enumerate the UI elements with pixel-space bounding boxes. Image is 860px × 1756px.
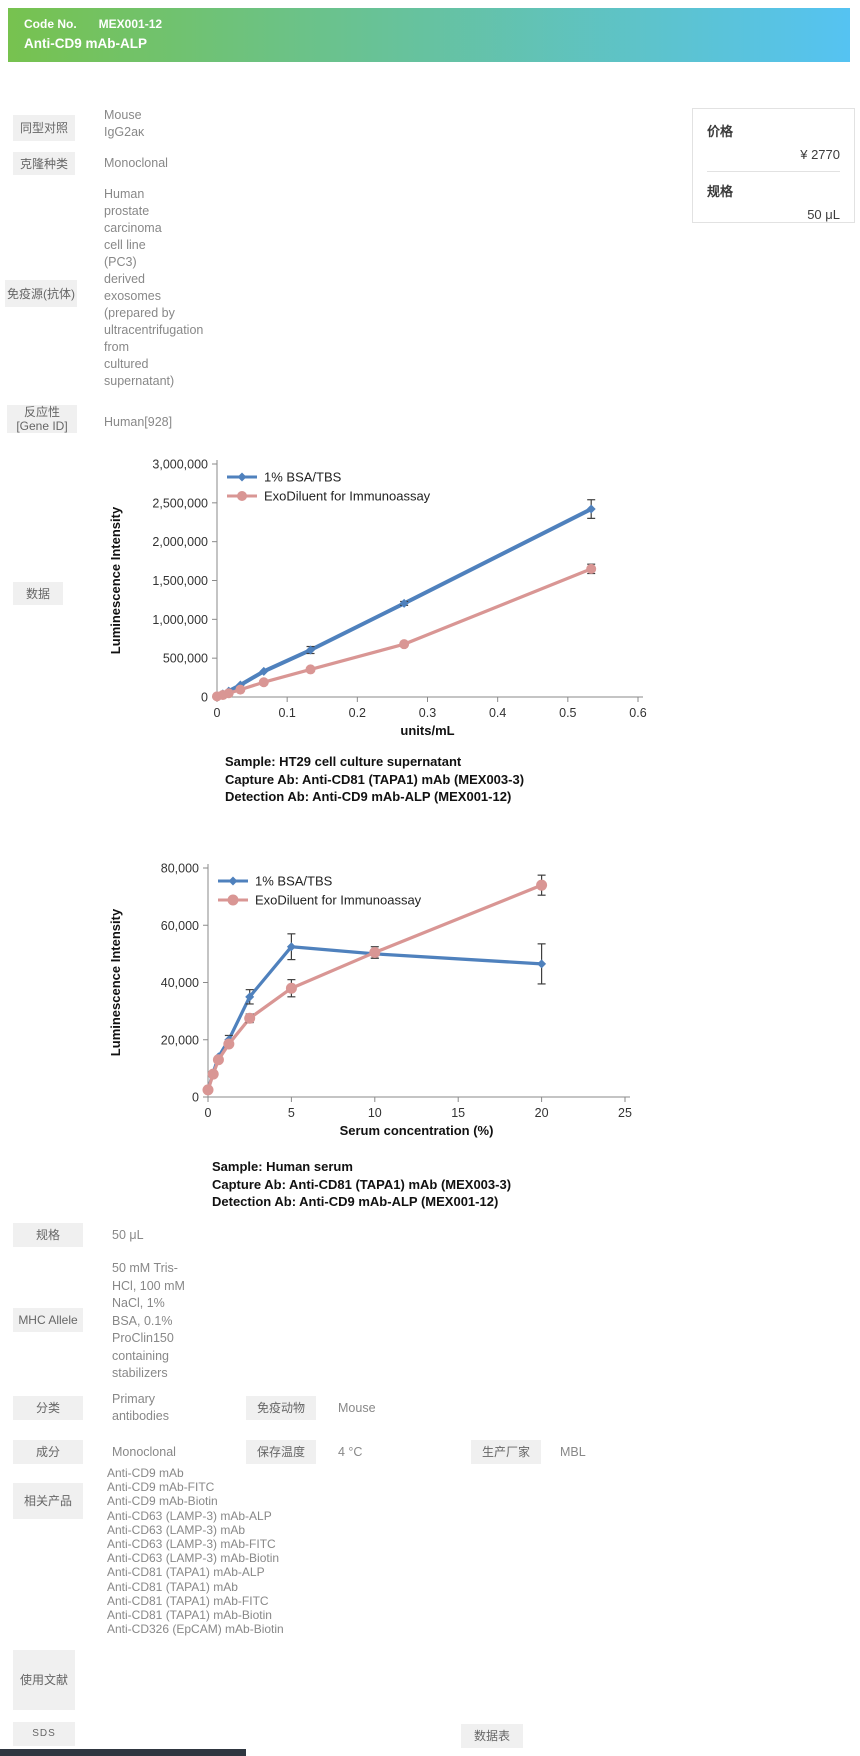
svg-text:1% BSA/TBS: 1% BSA/TBS xyxy=(264,470,342,485)
field-label-size: 规格 xyxy=(13,1223,83,1247)
related-product-link[interactable]: Anti-CD63 (LAMP-3) mAb xyxy=(107,1522,246,1537)
svg-text:10: 10 xyxy=(368,1106,382,1120)
field-value-reactivity: Human[928] xyxy=(104,415,173,429)
chart1-caption: Sample: HT29 cell culture supernatant Ca… xyxy=(225,753,524,806)
field-label-clonality: 克隆种类 xyxy=(13,152,75,175)
svg-text:0: 0 xyxy=(214,706,221,720)
field-value-manufacturer: MBL xyxy=(560,1445,586,1459)
field-value-size: 50 μL xyxy=(112,1228,144,1242)
field-label-host: 免疫动物 xyxy=(246,1396,316,1420)
size-value: 50 μL xyxy=(807,207,840,222)
field-label-related-products: 相关产品 xyxy=(13,1483,83,1519)
product-name: Anti-CD9 mAb-ALP xyxy=(24,36,147,51)
field-value-mhc-allele: 50 mM Tris- HCl, 100 mM NaCl, 1% BSA, 0.… xyxy=(112,1261,185,1380)
serum-concentration-chart: 0 20,000 40,000 60,000 80,000 0 5 10 15 20 25 Serum… xyxy=(108,862,632,1139)
field-label-storage: 保存温度 xyxy=(246,1440,316,1464)
field-label-immunogen: 免疫源(抗体) xyxy=(5,280,77,307)
related-product-link[interactable]: Anti-CD9 mAb-Biotin xyxy=(107,1494,218,1509)
svg-text:1% BSA/TBS: 1% BSA/TBS xyxy=(255,874,333,889)
svg-text:25: 25 xyxy=(618,1106,632,1120)
price-box-divider xyxy=(707,171,840,172)
svg-text:0: 0 xyxy=(205,1106,212,1120)
svg-text:0: 0 xyxy=(192,1091,199,1105)
related-product-link[interactable]: Anti-CD63 (LAMP-3) mAb-FITC xyxy=(107,1537,276,1552)
svg-text:0.1: 0.1 xyxy=(278,706,295,720)
svg-text:5: 5 xyxy=(288,1106,295,1120)
svg-text:ExoDiluent for Immunoassay: ExoDiluent for Immunoassay xyxy=(264,489,431,504)
svg-text:20,000: 20,000 xyxy=(161,1033,199,1047)
related-product-link[interactable]: Anti-CD63 (LAMP-3) mAb-ALP xyxy=(107,1508,272,1523)
svg-text:40,000: 40,000 xyxy=(161,976,199,990)
price-label: 价格 xyxy=(707,124,734,139)
field-value-storage: 4 °C xyxy=(338,1445,363,1459)
svg-text:units/mL: units/mL xyxy=(400,723,454,738)
field-value-category: Primary antibodies xyxy=(112,1392,169,1423)
svg-text:500,000: 500,000 xyxy=(163,652,208,666)
field-label-component: 成分 xyxy=(13,1440,83,1464)
related-products-list: Anti-CD9 mAb Anti-CD9 mAb-FITC Anti-CD9 … xyxy=(107,1466,427,1636)
chart1-caption-line2: Capture Ab: Anti-CD81 (TAPA1) mAb (MEX00… xyxy=(225,771,525,787)
chart2-caption-line1: Sample: Human serum xyxy=(212,1159,353,1174)
field-value-host: Mouse xyxy=(338,1401,376,1415)
svg-text:1,000,000: 1,000,000 xyxy=(152,613,208,627)
field-label-manufacturer: 生产厂家 xyxy=(471,1440,541,1464)
related-product-link[interactable]: Anti-CD63 (LAMP-3) mAb-Biotin xyxy=(107,1551,280,1566)
chart2-caption-line3: Detection Ab: Anti-CD9 mAb-ALP (MEX001-1… xyxy=(212,1194,499,1209)
chart2-caption-line2: Capture Ab: Anti-CD81 (TAPA1) mAb (MEX00… xyxy=(212,1176,512,1192)
field-value-isotype: Mouse IgG2aκ xyxy=(104,108,145,139)
svg-text:ExoDiluent for Immunoassay: ExoDiluent for Immunoassay xyxy=(255,893,422,908)
field-label-data: 数据 xyxy=(13,582,63,605)
field-label-isotype: 同型对照 xyxy=(13,115,75,141)
svg-text:20: 20 xyxy=(535,1106,549,1120)
svg-text:1,500,000: 1,500,000 xyxy=(152,574,208,588)
field-value-immunogen: Human prostate carcinoma cell line (PC3)… xyxy=(104,187,204,388)
titration-chart: 0 500,000 1,000,000 1,500,000 2,000,000 2,500… xyxy=(108,458,647,739)
price-box: 价格 ¥ 2770 规格 50 μL xyxy=(692,108,855,223)
svg-text:0: 0 xyxy=(201,691,208,705)
svg-text:0.4: 0.4 xyxy=(489,706,506,720)
svg-text:0.6: 0.6 xyxy=(629,706,646,720)
field-label-category: 分类 xyxy=(13,1396,83,1420)
chart1-caption-line1: Sample: HT29 cell culture supernatant xyxy=(225,754,462,769)
product-header: Code No. MEX001-12 Anti-CD9 mAb-ALP xyxy=(8,8,850,62)
related-product-link[interactable]: Anti-CD81 (TAPA1) mAb-ALP xyxy=(107,1565,265,1580)
related-product-link[interactable]: Anti-CD81 (TAPA1) mAb-FITC xyxy=(107,1593,269,1608)
svg-text:60,000: 60,000 xyxy=(161,919,199,933)
chart1-caption-line3: Detection Ab: Anti-CD9 mAb-ALP (MEX001-1… xyxy=(225,789,512,804)
svg-text:Serum concentration (%): Serum concentration (%) xyxy=(340,1123,494,1138)
chart2-caption: Sample: Human serum Capture Ab: Anti-CD8… xyxy=(212,1158,511,1211)
datasheet-button[interactable]: 数据表 xyxy=(461,1724,523,1748)
svg-text:0.2: 0.2 xyxy=(349,706,366,720)
footer-bar-fragment xyxy=(0,1749,246,1756)
field-value-component: Monoclonal xyxy=(112,1445,176,1459)
related-product-link[interactable]: Anti-CD81 (TAPA1) mAb-Biotin xyxy=(107,1608,272,1623)
related-product-link[interactable]: Anti-CD9 mAb xyxy=(107,1466,184,1480)
svg-text:15: 15 xyxy=(451,1106,465,1120)
code-value: MEX001-12 xyxy=(98,17,163,31)
svg-text:2,000,000: 2,000,000 xyxy=(152,535,208,549)
field-label-sds: SDS xyxy=(13,1722,75,1746)
related-product-link[interactable]: Anti-CD326 (EpCAM) mAb-Biotin xyxy=(107,1622,284,1637)
price-value: ¥ 2770 xyxy=(800,147,840,162)
svg-text:3,000,000: 3,000,000 xyxy=(152,458,208,472)
svg-text:80,000: 80,000 xyxy=(161,862,199,876)
svg-text:2,500,000: 2,500,000 xyxy=(152,496,208,510)
field-label-references: 使用文献 xyxy=(13,1650,75,1710)
related-product-link[interactable]: Anti-CD9 mAb-FITC xyxy=(107,1480,215,1495)
related-product-link[interactable]: Anti-CD81 (TAPA1) mAb xyxy=(107,1579,238,1594)
svg-text:Luminescence Intensity: Luminescence Intensity xyxy=(108,506,123,654)
svg-text:0.3: 0.3 xyxy=(419,706,436,720)
code-label: Code No. xyxy=(24,17,77,31)
svg-text:Luminescence Intensity: Luminescence Intensity xyxy=(108,908,123,1056)
field-value-clonality: Monoclonal xyxy=(104,156,168,170)
size-label: 规格 xyxy=(707,184,734,199)
field-label-mhc-allele: MHC Allele xyxy=(13,1308,83,1332)
svg-text:0.5: 0.5 xyxy=(559,706,576,720)
field-label-reactivity: 反应性 [Gene ID] xyxy=(7,405,77,433)
